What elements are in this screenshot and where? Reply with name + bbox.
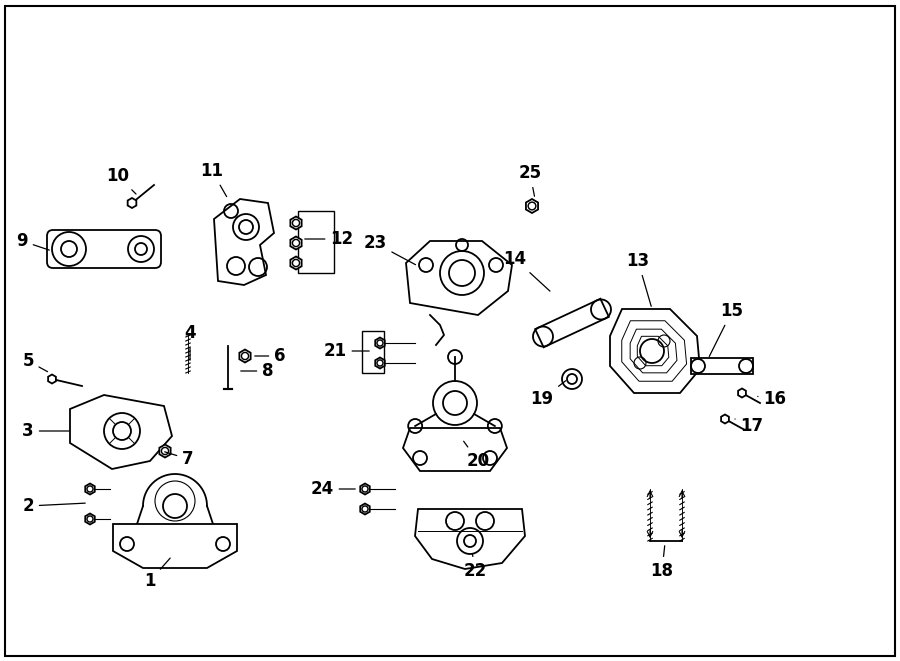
Polygon shape — [610, 309, 700, 393]
Polygon shape — [48, 375, 56, 383]
Polygon shape — [291, 217, 302, 229]
Text: 9: 9 — [16, 232, 50, 250]
Polygon shape — [526, 199, 538, 213]
Text: 1: 1 — [144, 558, 170, 590]
Polygon shape — [415, 509, 525, 569]
Text: 2: 2 — [22, 497, 86, 515]
Polygon shape — [375, 338, 385, 348]
Text: 24: 24 — [310, 480, 356, 498]
Text: 10: 10 — [106, 167, 136, 194]
Polygon shape — [403, 428, 507, 471]
Polygon shape — [536, 299, 609, 347]
Text: 7: 7 — [165, 450, 194, 468]
Text: 25: 25 — [518, 164, 542, 196]
Polygon shape — [375, 358, 385, 368]
Polygon shape — [360, 504, 370, 514]
Polygon shape — [291, 256, 302, 270]
FancyBboxPatch shape — [47, 230, 161, 268]
Text: 5: 5 — [22, 352, 48, 371]
Polygon shape — [721, 414, 729, 424]
Text: 8: 8 — [241, 362, 274, 380]
Text: 14: 14 — [503, 250, 550, 291]
Polygon shape — [70, 395, 172, 469]
Polygon shape — [128, 198, 136, 208]
Text: 16: 16 — [758, 390, 787, 408]
Text: 6: 6 — [255, 347, 286, 365]
Polygon shape — [113, 524, 237, 568]
Text: 15: 15 — [709, 302, 743, 356]
Polygon shape — [291, 237, 302, 249]
Text: 17: 17 — [735, 417, 763, 435]
Text: 18: 18 — [651, 546, 673, 580]
Polygon shape — [214, 199, 274, 285]
Polygon shape — [360, 483, 370, 494]
Text: 23: 23 — [364, 234, 416, 264]
Text: 11: 11 — [201, 162, 227, 196]
Text: 4: 4 — [184, 324, 196, 360]
Polygon shape — [738, 389, 746, 397]
Polygon shape — [691, 358, 753, 374]
Polygon shape — [86, 483, 94, 494]
Text: 19: 19 — [530, 381, 566, 408]
Polygon shape — [406, 241, 512, 315]
Text: 13: 13 — [626, 252, 652, 306]
Text: 3: 3 — [22, 422, 69, 440]
Text: 22: 22 — [464, 554, 487, 580]
Text: 12: 12 — [305, 230, 354, 248]
Polygon shape — [159, 444, 171, 457]
Text: 21: 21 — [323, 342, 369, 360]
Polygon shape — [86, 514, 94, 524]
Polygon shape — [239, 350, 250, 362]
Text: 20: 20 — [464, 442, 490, 470]
